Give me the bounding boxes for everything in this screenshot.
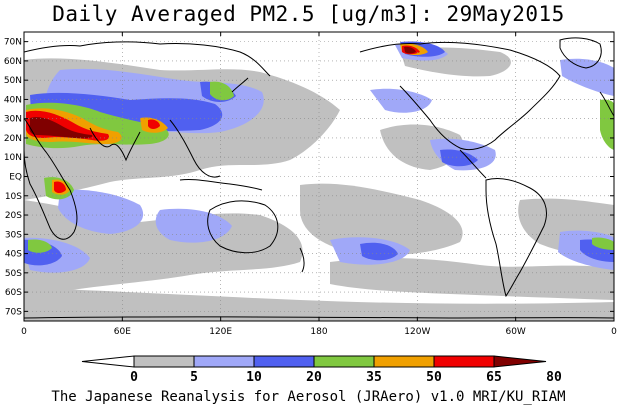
lat-tick-label: 60N bbox=[4, 57, 22, 67]
lat-tick-label: 20S bbox=[5, 211, 22, 221]
lat-tick-label: 40S bbox=[5, 250, 22, 260]
lon-tick-label: 0 bbox=[21, 327, 27, 337]
lat-tick-label: 70S bbox=[5, 307, 22, 317]
colorbar-label: 65 bbox=[486, 370, 502, 385]
colorbar-segment bbox=[313, 355, 375, 368]
lat-tick-label: 10S bbox=[5, 192, 22, 202]
lat-tick-label: EQ bbox=[9, 173, 22, 183]
colorbar-segment bbox=[493, 355, 547, 368]
lon-tick-label: 0 bbox=[611, 327, 617, 337]
data-source-footer: The Japanese Reanalysis for Aerosol (JRA… bbox=[51, 389, 566, 405]
lat-tick-label: 50S bbox=[5, 269, 22, 279]
lat-tick-label: 70N bbox=[4, 38, 22, 48]
longitude-axis: 0 60E 120E 180 120W 60W 0 bbox=[21, 32, 617, 337]
lon-tick-label: 120W bbox=[404, 327, 430, 337]
colorbar: 0 5 10 20 35 50 65 80 bbox=[81, 355, 562, 385]
lat-tick-label: 40N bbox=[4, 95, 22, 105]
colorbar-label: 50 bbox=[426, 370, 442, 385]
lon-tick-label: 60E bbox=[114, 327, 131, 337]
latitude-axis: 70N 60N 50N 40N 30N 20N 10N EQ 10S 20S 30S 40S 50S 60… bbox=[4, 38, 614, 317]
colorbar-segment bbox=[433, 355, 495, 368]
band-80-plus bbox=[29, 46, 416, 139]
map-title: Daily Averaged PM2.5 [ug/m3]: 29May2015 bbox=[52, 2, 565, 26]
lat-tick-label: 10N bbox=[4, 153, 22, 163]
colorbar-label: 20 bbox=[306, 370, 322, 385]
colorbar-label: 35 bbox=[366, 370, 382, 385]
lat-tick-label: 60S bbox=[5, 288, 22, 298]
colorbar-segment bbox=[81, 355, 135, 368]
lat-tick-label: 20N bbox=[4, 134, 22, 144]
colorbar-label: 80 bbox=[546, 370, 562, 385]
colorbar-label: 5 bbox=[190, 370, 198, 385]
lon-tick-label: 180 bbox=[310, 327, 327, 337]
colorbar-label: 10 bbox=[246, 370, 262, 385]
graticule bbox=[24, 32, 614, 321]
coastlines bbox=[24, 37, 614, 319]
pm25-field bbox=[24, 41, 614, 321]
colorbar-segment bbox=[253, 355, 315, 368]
lon-tick-label: 120E bbox=[209, 327, 232, 337]
lon-tick-label: 60W bbox=[505, 327, 525, 337]
lat-tick-label: 30S bbox=[5, 230, 22, 240]
colorbar-segment bbox=[133, 355, 195, 368]
lat-tick-label: 30N bbox=[4, 115, 22, 125]
colorbar-label: 0 bbox=[130, 370, 138, 385]
colorbar-segment bbox=[193, 355, 255, 368]
lat-tick-label: 50N bbox=[4, 76, 22, 86]
colorbar-segment bbox=[373, 355, 435, 368]
